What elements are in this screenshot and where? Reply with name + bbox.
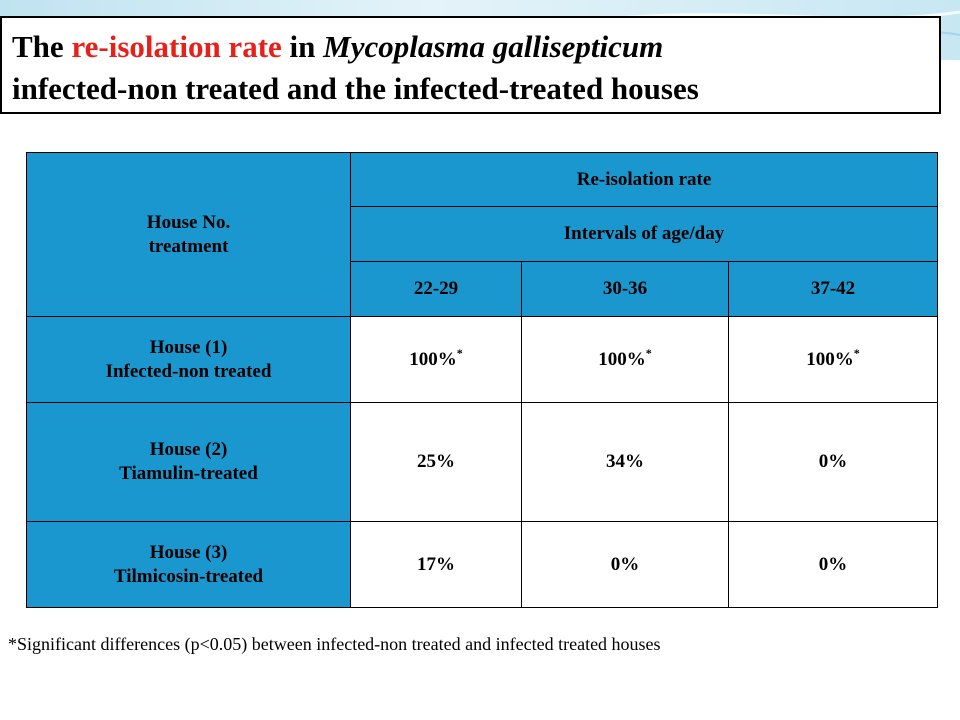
row-label: House (3) Tilmicosin-treated: [26, 521, 351, 608]
footnote: *Significant differences (p<0.05) betwee…: [8, 634, 661, 654]
header-house-line-2: treatment: [148, 235, 229, 257]
cell-value: 100%: [806, 348, 854, 370]
title-mid: in: [281, 29, 324, 64]
header-interval-col: 22-29: [350, 261, 522, 317]
table-cell: 0%: [521, 521, 729, 608]
title-species: Mycoplasma gallisepticum: [323, 29, 664, 64]
row-label: House (1) Infected-non treated: [26, 316, 351, 403]
cell-value: 100%: [598, 348, 646, 370]
table-cell: 100%*: [728, 316, 938, 403]
header-interval-col: 30-36: [521, 261, 729, 317]
title-line-1: The re-isolation rate in Mycoplasma gall…: [12, 26, 929, 68]
cell-value: 0%: [818, 553, 848, 575]
table-cell: 100%*: [521, 316, 729, 403]
table-cell: 0%: [728, 402, 938, 522]
row-label-line-1: House (1): [149, 336, 228, 358]
significance-mark: *: [456, 345, 463, 360]
table-row: House (2) Tiamulin-treated 25% 34% 0%: [26, 402, 938, 522]
significance-mark: *: [645, 345, 652, 360]
row-label: House (2) Tiamulin-treated: [26, 402, 351, 522]
cell-value: 25%: [417, 451, 455, 472]
significance-mark: *: [853, 345, 860, 360]
cell-value: 0%: [818, 451, 848, 472]
title-prefix: The: [12, 29, 72, 64]
table-cell: 25%: [350, 402, 522, 522]
row-label-line-2: Infected-non treated: [105, 360, 272, 382]
row-label-line-1: House (3): [149, 541, 228, 563]
slide-title: The re-isolation rate in Mycoplasma gall…: [0, 16, 941, 114]
reisolation-table: House No. treatment Re-isolation rate In…: [26, 152, 938, 608]
title-highlight: re-isolation rate: [71, 29, 282, 64]
table-row: House (1) Infected-non treated 100%* 100…: [26, 316, 938, 403]
row-label-line-2: Tiamulin-treated: [119, 463, 258, 484]
row-label-line-1: House (2): [149, 439, 228, 460]
cell-value: 100%: [409, 348, 457, 370]
row-label-line-2: Tilmicosin-treated: [113, 565, 264, 587]
table-row: House (3) Tilmicosin-treated 17% 0% 0%: [26, 521, 938, 608]
header-intervals: Intervals of age/day: [350, 206, 938, 262]
header-house-line-1: House No.: [146, 211, 231, 233]
table-cell: 34%: [521, 402, 729, 522]
table-cell: 0%: [728, 521, 938, 608]
table-cell: 100%*: [350, 316, 522, 403]
table-cell: 17%: [350, 521, 522, 608]
cell-value: 0%: [610, 553, 640, 575]
header-house-treatment: House No. treatment: [26, 152, 351, 317]
cell-value: 34%: [606, 451, 644, 472]
title-line-2: infected-non treated and the infected-tr…: [12, 71, 699, 106]
cell-value: 17%: [417, 553, 455, 575]
header-reisolation-rate: Re-isolation rate: [350, 152, 938, 207]
header-interval-col: 37-42: [728, 261, 938, 317]
